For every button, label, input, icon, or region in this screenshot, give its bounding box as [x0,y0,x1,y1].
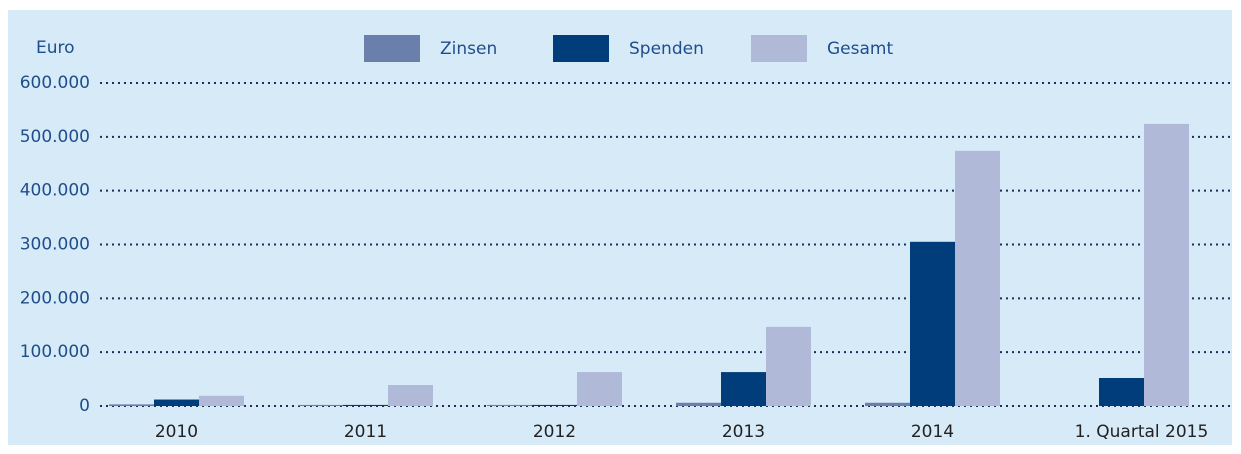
bar [955,150,1000,406]
x-tick-label: 2012 [533,422,576,442]
y-tick-label: 100.000 [20,342,90,362]
y-tick-label: 200.000 [20,288,90,308]
bar [388,385,433,406]
y-axis-label: Euro [36,38,75,58]
bar [199,395,244,406]
legend-label: Gesamt [827,39,893,59]
bar [532,404,577,406]
legend-label: Spenden [629,39,704,59]
x-tick-label: 1. Quartal 2015 [1075,422,1209,442]
bar [487,404,532,406]
bar [721,372,766,406]
bar [109,404,154,406]
bar [1144,123,1189,406]
legend-label: Zinsen [440,39,497,59]
legend-swatch [751,35,807,62]
y-tick-label: 0 [79,396,90,416]
x-tick-label: 2010 [155,422,198,442]
y-tick-label: 400.000 [20,181,90,201]
legend-swatch [553,35,609,62]
y-tick-label: 300.000 [20,235,90,255]
x-tick-label: 2011 [344,422,387,442]
bar [865,402,910,406]
bar [910,241,955,406]
bar [1099,378,1144,406]
bar [343,404,388,406]
bar [577,372,622,406]
y-tick-label: 500.000 [20,127,90,147]
legend-swatch [364,35,420,62]
y-tick-label: 600.000 [20,73,90,93]
bar [298,404,343,406]
bar [154,399,199,406]
bar [766,326,811,406]
x-tick-label: 2013 [722,422,765,442]
bar [676,402,721,406]
x-tick-label: 2014 [911,422,954,442]
